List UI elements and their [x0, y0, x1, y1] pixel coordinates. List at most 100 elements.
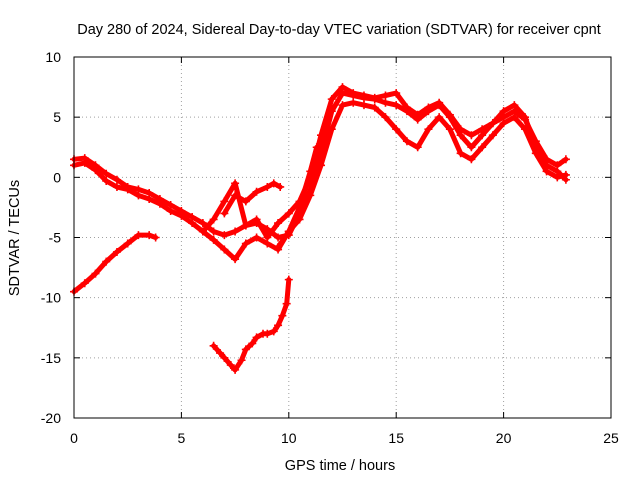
- data-point: [220, 353, 229, 362]
- data-point: [91, 166, 100, 175]
- data-point: [413, 110, 422, 119]
- data-point: [276, 182, 285, 191]
- y-tick-label: -10: [41, 290, 61, 306]
- data-point: [269, 327, 278, 336]
- y-tick-label: -15: [41, 350, 61, 366]
- data-point: [188, 219, 197, 228]
- data-point: [209, 235, 218, 244]
- data-point: [112, 175, 121, 184]
- data-point: [456, 125, 465, 134]
- data-point: [252, 333, 261, 342]
- data-point: [327, 125, 336, 134]
- data-point: [317, 161, 326, 170]
- data-point: [424, 125, 433, 134]
- y-tick-label: -20: [41, 410, 61, 426]
- data-point: [248, 339, 257, 348]
- data-point: [241, 345, 250, 354]
- data-point: [220, 197, 229, 206]
- data-point: [274, 233, 283, 242]
- data-point: [435, 98, 444, 107]
- x-tick-labels: 0 5 10 15 20 25: [70, 430, 619, 446]
- data-point: [306, 191, 315, 200]
- data-point: [263, 233, 272, 242]
- x-tick-label: 25: [603, 430, 619, 446]
- data-point: [359, 91, 368, 100]
- data-point: [349, 89, 358, 98]
- data-point: [231, 179, 240, 188]
- data-point: [312, 143, 321, 152]
- data-point: [510, 101, 519, 110]
- data-point: [220, 209, 229, 218]
- data-point: [381, 113, 390, 122]
- series-track-7: [220, 179, 285, 218]
- data-point: [241, 239, 250, 248]
- data-point: [274, 219, 283, 228]
- data-point: [231, 191, 240, 200]
- data-point: [263, 329, 272, 338]
- data-point: [102, 169, 111, 178]
- data-point: [102, 257, 111, 266]
- data-point: [263, 182, 272, 191]
- data-point: [392, 101, 401, 110]
- data-point: [198, 219, 207, 228]
- data-point: [145, 231, 154, 240]
- data-point: [252, 187, 261, 196]
- data-point: [252, 233, 261, 242]
- data-point: [456, 149, 465, 158]
- series-track-5: [209, 275, 293, 374]
- series-track-3: [198, 83, 570, 242]
- x-tick-label: 5: [178, 430, 186, 446]
- ticks: [73, 56, 612, 419]
- chart-title: Day 280 of 2024, Sidereal Day-to-day VTE…: [77, 22, 601, 38]
- data-point: [370, 103, 379, 112]
- data-point: [359, 101, 368, 110]
- data-point: [231, 255, 240, 264]
- data-point: [198, 227, 207, 236]
- y-tick-label: 5: [53, 109, 61, 125]
- data-point: [151, 233, 160, 242]
- series-track-2: [70, 98, 570, 264]
- data-point: [327, 95, 336, 104]
- data-point: [467, 143, 476, 152]
- data-point: [134, 191, 143, 200]
- data-point: [488, 119, 497, 128]
- x-tick-label: 0: [70, 430, 78, 446]
- data-point: [123, 239, 132, 248]
- x-axis-label: GPS time / hours: [285, 458, 395, 474]
- data-point: [392, 89, 401, 98]
- data-point: [445, 110, 454, 119]
- y-axis-label: SDTVAR / TECUs: [7, 180, 23, 296]
- data-point: [402, 137, 411, 146]
- data-point: [241, 221, 250, 230]
- data-point: [561, 175, 570, 184]
- data-point: [349, 98, 358, 107]
- data-point: [370, 93, 379, 102]
- data-point: [338, 83, 347, 92]
- data-point: [237, 356, 246, 365]
- data-point: [317, 131, 326, 140]
- data-point: [338, 101, 347, 110]
- data-point: [278, 311, 287, 320]
- series-layer: [70, 83, 570, 374]
- data-point: [274, 321, 283, 330]
- series-track-6: [274, 143, 321, 252]
- data-point: [220, 231, 229, 240]
- data-point: [284, 227, 293, 236]
- data-point: [80, 279, 89, 288]
- data-point: [478, 143, 487, 152]
- data-point: [269, 179, 278, 188]
- data-point: [284, 275, 293, 284]
- data-point: [381, 91, 390, 100]
- data-point: [561, 155, 570, 164]
- data-point: [499, 119, 508, 128]
- series-track-4: [70, 231, 160, 296]
- data-point: [402, 103, 411, 112]
- data-point: [231, 227, 240, 236]
- data-point: [274, 243, 283, 252]
- data-point: [467, 155, 476, 164]
- data-point: [510, 113, 519, 122]
- y-tick-label: 0: [53, 169, 61, 185]
- data-point: [381, 98, 390, 107]
- data-point: [145, 194, 154, 203]
